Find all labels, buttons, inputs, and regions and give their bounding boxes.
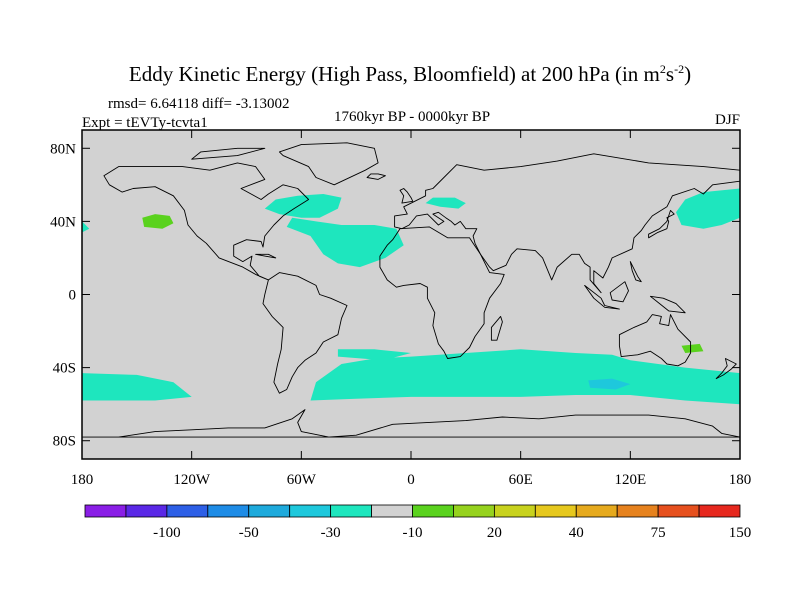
contour-regions	[82, 188, 740, 405]
coastline-south-america	[262, 272, 348, 394]
stats-label: rmsd= 6.64118 diff= -3.13002	[108, 96, 290, 112]
region-north-pacific-east	[676, 188, 740, 229]
colorbar-swatch	[84, 504, 127, 518]
coastline-new-guinea	[649, 295, 686, 314]
x-tick-label: 180	[729, 472, 752, 488]
colorbar-label: 20	[487, 525, 502, 541]
y-axis: 80N 40N 0 40S 80S	[50, 141, 740, 450]
colorbar-swatch	[207, 504, 250, 518]
coastlines	[82, 142, 740, 438]
region-north-atlantic-west	[264, 194, 342, 218]
x-tick-label: 60E	[509, 472, 533, 488]
coastline-great-britain	[399, 188, 414, 204]
colorbar-label: 150	[729, 525, 752, 541]
y-tick-label: 40N	[50, 214, 76, 230]
period-label: 1760kyr BP - 0000kyr BP	[334, 109, 490, 125]
y-tick-label: 80S	[53, 434, 76, 450]
colorbar-swatch	[412, 504, 454, 518]
x-tick-label: 120W	[173, 472, 211, 488]
coastline-sumatra-java	[584, 284, 620, 310]
colorbar-swatch	[534, 504, 577, 518]
experiment-label: Expt = tEVTy-tcvta1	[82, 115, 208, 131]
colorbar-swatch	[248, 504, 291, 518]
map-background	[82, 130, 740, 459]
coastline-africa	[379, 226, 505, 359]
colorbar-swatch	[493, 504, 536, 518]
colorbar-label: -100	[153, 525, 181, 541]
colorbar-label: 75	[651, 525, 666, 541]
region-north-pacific-west-wrap	[82, 221, 90, 233]
y-tick-label: 80N	[50, 141, 76, 157]
colorbar-swatch	[330, 504, 372, 518]
region-north-pacific-central	[142, 214, 174, 229]
colorbar-swatch	[371, 504, 413, 518]
colorbar-swatch	[698, 504, 741, 518]
chart-title: Eddy Kinetic Energy (High Pass, Bloomfie…	[129, 62, 691, 86]
region-south-indian-core	[588, 378, 631, 390]
colorbar-swatch	[575, 504, 618, 518]
colorbar-swatch	[125, 504, 168, 518]
coastline-antarctica	[82, 409, 740, 438]
x-tick-label: 180	[71, 472, 94, 488]
coastline-japan	[648, 209, 675, 239]
coastline-greenland	[278, 142, 379, 186]
coastline-arctic-islands	[191, 147, 266, 160]
colorbar: -100 -50 -30 -10 20 40 75 150	[84, 504, 752, 541]
coastline-iceland	[366, 173, 386, 180]
season-label: DJF	[715, 112, 740, 128]
y-tick-label: 0	[69, 288, 77, 304]
y-tick-label: 40S	[53, 361, 76, 377]
colorbar-swatch	[657, 504, 700, 518]
coastline-australia	[618, 314, 692, 367]
colorbar-swatch	[166, 504, 209, 518]
coastline-new-zealand	[715, 358, 737, 380]
x-tick-label: 60W	[287, 472, 317, 488]
coastline-europe-asia	[394, 153, 740, 294]
region-north-atlantic-central	[286, 217, 404, 268]
region-mediterranean	[425, 197, 466, 209]
colorbar-swatch	[453, 504, 495, 518]
colorbar-swatch	[289, 504, 332, 518]
colorbar-label: -30	[321, 525, 341, 541]
colorbar-label: -10	[403, 525, 423, 541]
region-south-atlantic-indian-belt	[310, 349, 740, 405]
colorbar-swatch	[616, 504, 659, 518]
region-south-pacific-west-wrap	[82, 373, 192, 401]
coastline-cuba	[255, 253, 277, 259]
coastline-madagascar	[490, 315, 503, 341]
region-south-atlantic-tongue	[337, 349, 411, 361]
coastline-philippines	[629, 261, 642, 283]
x-tick-label: 120E	[614, 472, 646, 488]
coastline-north-america	[103, 162, 310, 281]
coastline-borneo	[609, 281, 629, 303]
x-tick-label: 0	[407, 472, 415, 488]
colorbar-label: -50	[239, 525, 259, 541]
x-axis: 180 120W 60W 0 60E 120E 180	[71, 130, 752, 488]
colorbar-label: 40	[569, 525, 584, 541]
region-east-australia	[681, 343, 704, 353]
